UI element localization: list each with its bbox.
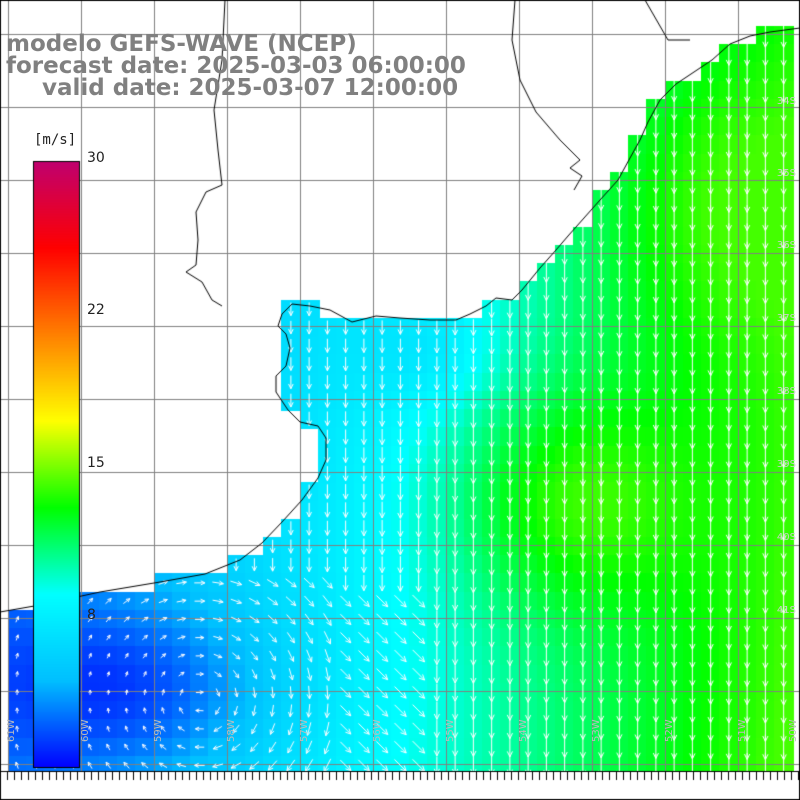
lon-label-55w: 55W	[445, 719, 456, 742]
valid-date: valid date: 2025-03-07 12:00:00	[42, 75, 459, 101]
lon-label-50w: 50W	[788, 719, 799, 742]
lon-label-60w: 60W	[80, 719, 91, 742]
lat-label-34s: 34S	[776, 96, 796, 107]
lat-label-36s: 36S	[776, 240, 796, 251]
lat-label-39s: 39S	[776, 459, 796, 470]
lat-label-38s: 38S	[776, 386, 796, 397]
lon-label-59w: 59W	[153, 719, 164, 742]
lon-label-52w: 52W	[664, 719, 675, 742]
lat-label-35s: 35S	[776, 168, 796, 179]
model-title: modelo GEFS-WAVE (NCEP)	[6, 31, 357, 57]
colorbar-tick-22: 22	[87, 302, 105, 318]
colorbar-unit: [m/s]	[34, 132, 77, 148]
lon-label-57w: 57W	[299, 719, 310, 742]
lon-label-51w: 51W	[737, 719, 748, 742]
colorbar-tick-15: 15	[87, 455, 105, 471]
lat-label-41s: 41S	[776, 605, 796, 616]
lon-label-56w: 56W	[372, 719, 383, 742]
lon-label-58w: 58W	[226, 719, 237, 742]
colorbar-tick-30: 30	[87, 150, 105, 166]
lat-label-40s: 40S	[776, 532, 796, 543]
lon-label-53w: 53W	[591, 719, 602, 742]
lon-label-61w: 61W	[6, 719, 17, 742]
colorbar-tick-8: 8	[87, 607, 96, 623]
lat-label-37s: 37S	[776, 313, 796, 324]
forecast-date: forecast date: 2025-03-03 06:00:00	[6, 53, 466, 79]
lon-label-54w: 54W	[518, 719, 529, 742]
